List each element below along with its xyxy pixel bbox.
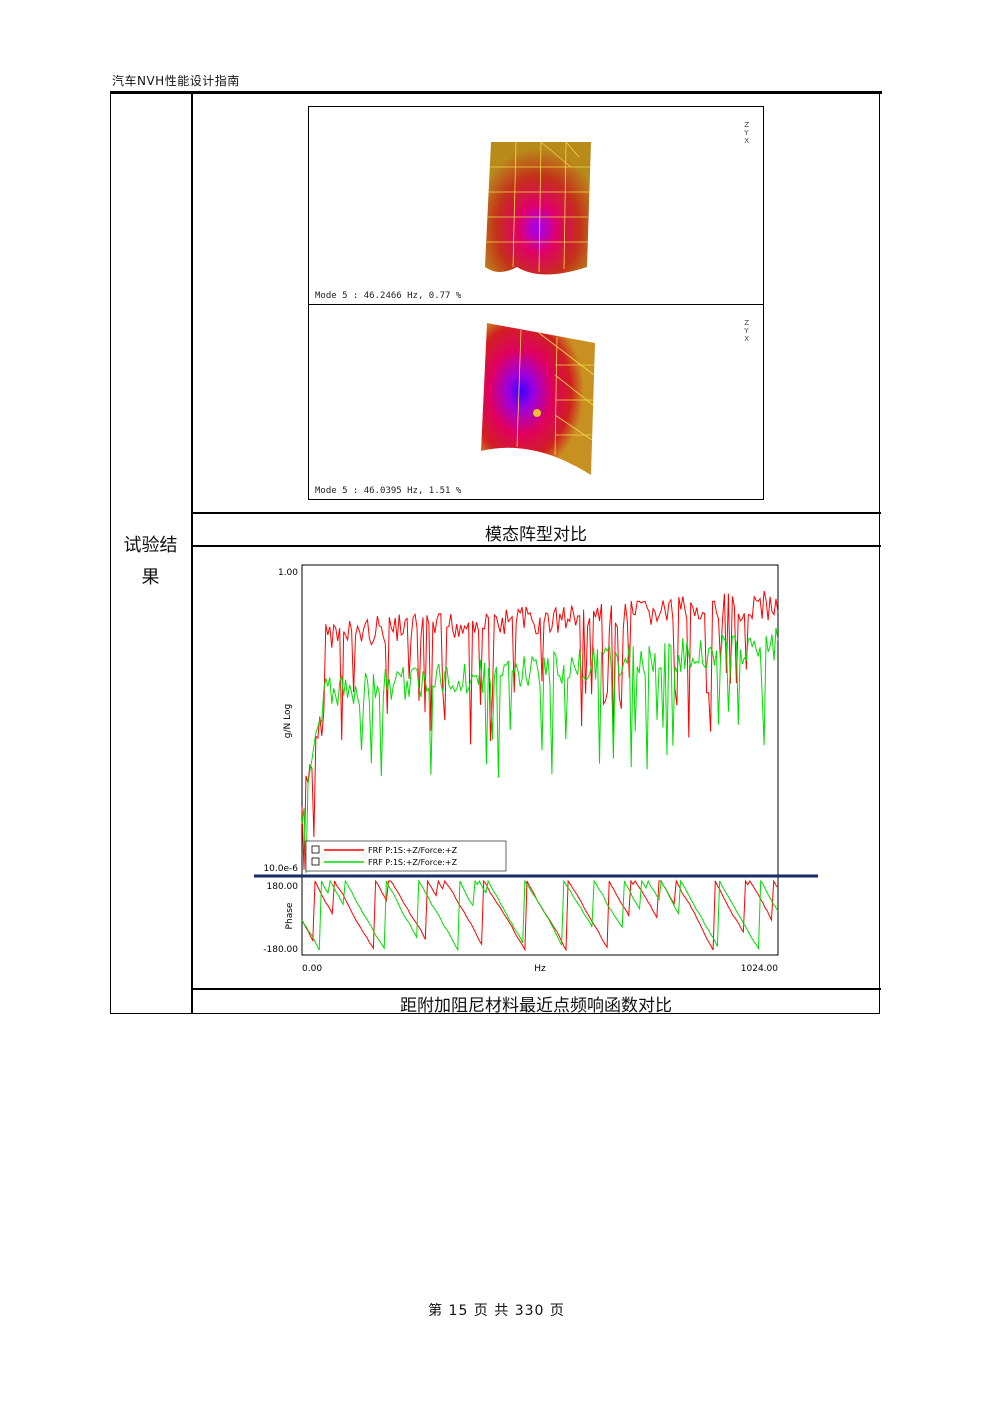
phase-tick-label: 180.00 (267, 882, 299, 892)
caption-mode-compare: 模态阵型对比 (485, 525, 587, 545)
magnitude-plot-frame (301, 564, 779, 878)
mode-shape-plot (485, 141, 591, 275)
legend-checkbox (311, 857, 320, 866)
axis-label: X (744, 335, 749, 343)
x-tick-label: 0.00 (302, 964, 322, 974)
table-column-divider (191, 94, 193, 1014)
page-footer: 第 15 页 共 330 页 (428, 1303, 565, 1319)
mode-label: Mode 5 : 46.2466 Hz, 0.77 % (315, 291, 462, 301)
frf-trace (301, 879, 779, 952)
row-label: 试验结 果 (110, 530, 191, 594)
result-table (110, 94, 880, 1014)
frf-chart: 1.00 10.0e-6 180.00 -180.00 0.00 1024.00… (254, 564, 818, 974)
mode-shape-panel-1: Z Y X Mode 5 : 46.2466 Hz, 0.77 % (308, 106, 764, 305)
table-row-divider (191, 512, 881, 514)
x-axis-label: Hz (534, 964, 546, 974)
phase-plot-frame (301, 876, 779, 956)
chart-legend: FRF P:1S:+Z/Force:+Z FRF P:1S:+Z/Force:+… (305, 840, 507, 872)
mode-hotspot (533, 409, 541, 417)
axis-label: Z (744, 319, 749, 327)
mode-shape-panel-2: Z Y X Mode 5 : 46.0395 Hz, 1.51 % (308, 304, 764, 500)
mesh-lines (516, 329, 595, 456)
mode-shape-plot (481, 323, 595, 475)
frf-trace (301, 627, 779, 874)
mode-shape-surface (481, 323, 595, 475)
axis-label: Z (744, 121, 749, 129)
axis-triad-icon: Z Y X (744, 319, 749, 343)
mode-label: Mode 5 : 46.0395 Hz, 1.51 % (315, 486, 462, 496)
legend-entry: FRF P:1S:+Z/Force:+Z (368, 858, 458, 867)
phase-tick-label: -180.00 (263, 945, 298, 955)
magnitude-tick-label: 10.0e-6 (263, 864, 298, 874)
x-tick-label: 1024.00 (741, 964, 778, 974)
axis-label: X (744, 137, 749, 145)
mode-shape-surface (485, 142, 591, 275)
magnitude-axis-label: g/N Log (283, 704, 293, 738)
table-row-divider (191, 545, 881, 547)
header-rule (110, 91, 882, 94)
phase-series (301, 879, 779, 952)
legend-checkbox (311, 845, 320, 854)
running-header: 汽车NVH性能设计指南 (112, 74, 240, 88)
mesh-lines (486, 141, 590, 273)
axis-triad-icon: Z Y X (744, 121, 749, 145)
magnitude-tick-label: 1.00 (278, 568, 298, 578)
axis-label: Y (744, 327, 749, 335)
table-row-divider (191, 988, 881, 990)
legend-entry: FRF P:1S:+Z/Force:+Z (368, 846, 458, 855)
frf-trace (301, 590, 779, 870)
magnitude-series (301, 590, 779, 874)
row-label-line: 果 (141, 567, 160, 588)
axis-label: Y (744, 129, 749, 137)
row-label-line: 试验结 (123, 535, 178, 556)
phase-axis-label: Phase (285, 902, 295, 929)
caption-frf-compare: 距附加阻尼材料最近点频响函数对比 (400, 996, 672, 1016)
